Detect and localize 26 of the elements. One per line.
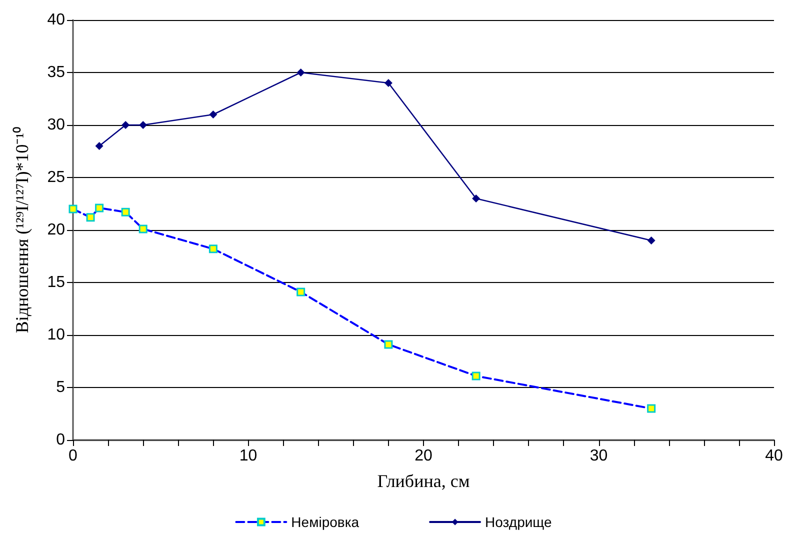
x-axis-title: Глибина, см xyxy=(377,471,470,491)
x-tick-label: 10 xyxy=(239,448,258,464)
point xyxy=(95,142,104,150)
x-tick-label: 40 xyxy=(765,448,783,464)
y-tick-label: 10 xyxy=(47,326,66,344)
y-tick-label: 20 xyxy=(47,222,66,238)
y-axis-title: Відношення (¹²⁹I/¹²⁷I)*10⁻¹⁰ xyxy=(12,126,32,334)
point xyxy=(122,121,130,129)
point xyxy=(139,121,148,129)
y-tick-label: 30 xyxy=(47,116,66,134)
y-tick-label: 35 xyxy=(47,64,66,81)
point xyxy=(209,110,218,118)
y-tick-label: 25 xyxy=(47,169,66,186)
x-tick-label: 0 xyxy=(68,448,78,464)
y-tick-label: 0 xyxy=(56,432,66,448)
y-tick-label: 15 xyxy=(47,274,66,291)
y-tick-label: 40 xyxy=(47,12,66,28)
x-tick-label: 30 xyxy=(590,448,608,464)
point xyxy=(296,68,305,76)
y-tick-label: 5 xyxy=(56,379,66,396)
point xyxy=(647,236,656,244)
point xyxy=(384,79,392,87)
x-tick-label: 20 xyxy=(414,448,432,464)
point xyxy=(472,194,480,202)
legend-label: Неміровка xyxy=(291,514,360,530)
legend-label: Ноздрище xyxy=(485,514,552,530)
